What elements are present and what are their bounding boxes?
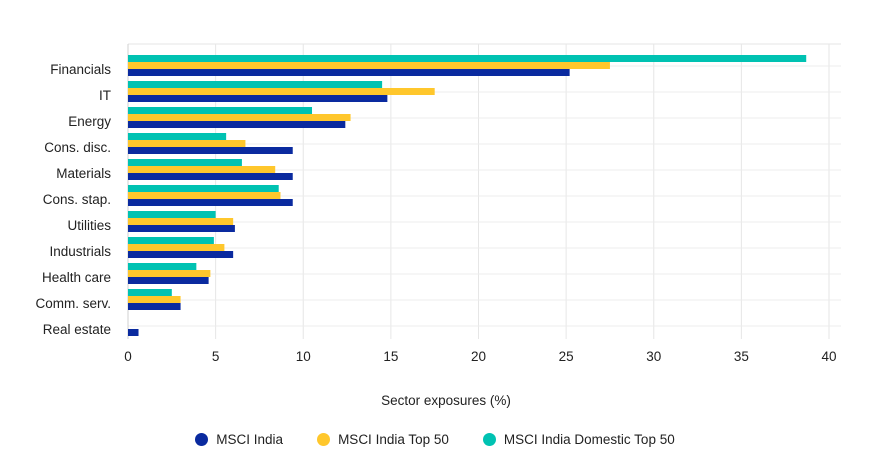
category-label: IT [99, 88, 111, 103]
bar-msci-india-domestic-top-50 [128, 55, 807, 62]
x-tick-label: 10 [296, 349, 311, 364]
bar-msci-india [128, 199, 293, 206]
category-label: Energy [68, 114, 111, 129]
bar-msci-india-domestic-top-50 [128, 133, 227, 140]
bar-msci-india-top-50 [128, 296, 181, 303]
bar-msci-india-domestic-top-50 [128, 81, 383, 88]
x-tick-label: 15 [383, 349, 398, 364]
category-label: Financials [50, 62, 111, 77]
legend-label: MSCI India [216, 432, 284, 447]
legend: MSCI India MSCI India Top 50 MSCI India Do… [0, 432, 870, 447]
category-label: Materials [56, 166, 111, 181]
bar-msci-india [128, 173, 293, 180]
legend-swatch [195, 433, 209, 446]
category-label: Cons. stap. [43, 192, 111, 207]
x-tick-label: 5 [212, 349, 220, 364]
bar-msci-india-top-50 [128, 166, 276, 173]
bar-msci-india [128, 69, 570, 76]
bar-msci-india [128, 277, 209, 284]
bar-msci-india [128, 121, 346, 128]
legend-item[interactable]: MSCI India [195, 432, 283, 447]
bar-msci-india-top-50 [128, 244, 225, 251]
x-axis-title: Sector exposures (%) [381, 393, 511, 408]
x-tick-label: 30 [646, 349, 661, 364]
bar-msci-india-domestic-top-50 [128, 289, 172, 296]
bar-msci-india-top-50 [128, 62, 610, 69]
x-tick-label: 20 [471, 349, 486, 364]
bar-msci-india [128, 329, 139, 336]
x-tick-label: 25 [559, 349, 574, 364]
category-label: Cons. disc. [44, 140, 111, 155]
x-tick-label: 0 [124, 349, 132, 364]
bar-msci-india-top-50 [128, 270, 211, 277]
bar-msci-india [128, 147, 293, 154]
bar-msci-india-domestic-top-50 [128, 211, 216, 218]
x-tick-label: 35 [734, 349, 749, 364]
legend-item[interactable]: MSCI India Top 50 [317, 432, 449, 447]
bar-msci-india [128, 251, 234, 258]
category-label: Utilities [67, 218, 111, 233]
legend-item[interactable]: MSCI India Domestic Top 50 [482, 432, 675, 447]
bar-msci-india-domestic-top-50 [128, 107, 313, 114]
bar-msci-india-domestic-top-50 [128, 263, 197, 270]
bar-msci-india [128, 95, 388, 102]
bar-msci-india-top-50 [128, 88, 435, 95]
bar-msci-india-top-50 [128, 192, 281, 199]
category-label: Comm. serv. [35, 296, 111, 311]
bar-msci-india-domestic-top-50 [128, 185, 279, 192]
bar-msci-india-top-50 [128, 218, 234, 225]
legend-swatch [482, 433, 496, 446]
category-label: Health care [42, 270, 111, 285]
bar-msci-india-domestic-top-50 [128, 159, 242, 166]
bar-msci-india [128, 303, 181, 310]
x-tick-label: 40 [821, 349, 836, 364]
legend-label: MSCI India Domestic Top 50 [503, 432, 675, 447]
legend-label: MSCI India Top 50 [338, 432, 449, 447]
bar-msci-india-top-50 [128, 140, 246, 147]
bar-msci-india [128, 225, 235, 232]
bar-msci-india-domestic-top-50 [128, 237, 214, 244]
category-label: Real estate [43, 322, 111, 337]
bar-msci-india-top-50 [128, 114, 351, 121]
category-label: Industrials [49, 244, 111, 259]
legend-swatch [317, 433, 331, 446]
